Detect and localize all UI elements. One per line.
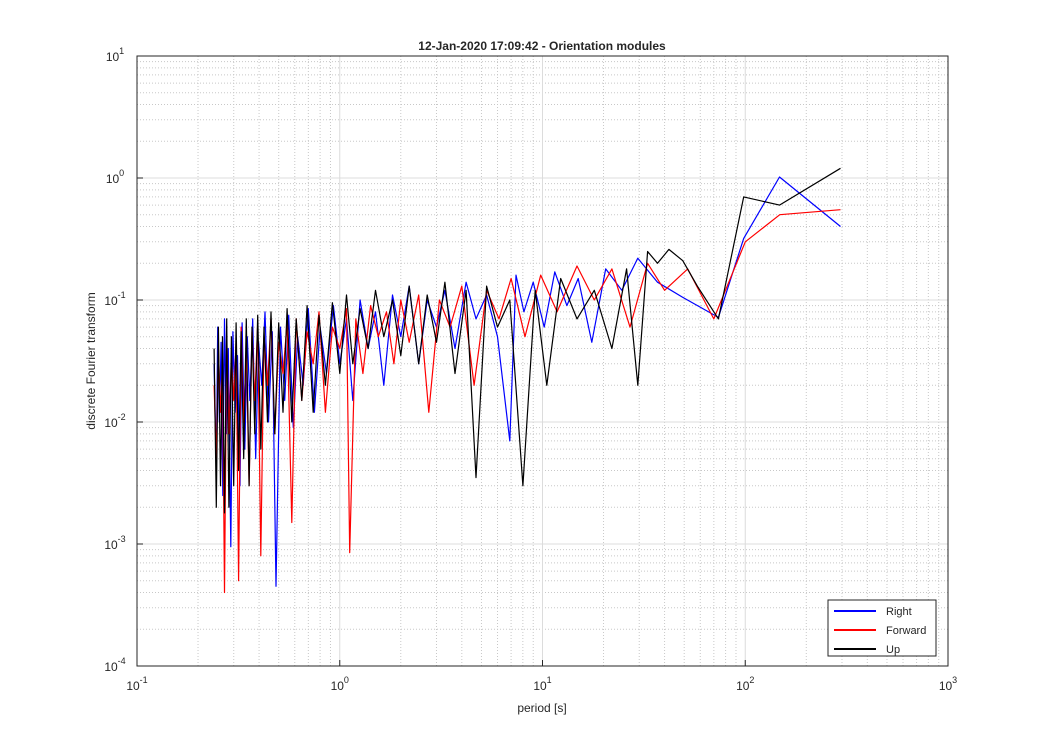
series-line-up bbox=[213, 167, 841, 514]
y-tick-label: 100 bbox=[106, 168, 124, 186]
legend-label-up: Up bbox=[886, 644, 900, 656]
x-tick-label: 10-1 bbox=[126, 675, 147, 693]
x-tick-label: 103 bbox=[939, 675, 957, 693]
series-line-forward bbox=[213, 209, 841, 594]
y-tick-label: 10-2 bbox=[104, 412, 125, 430]
y-tick-label: 10-1 bbox=[104, 290, 125, 308]
y-tick-label: 10-3 bbox=[104, 534, 125, 552]
series-group bbox=[213, 167, 841, 594]
tick-labels: 10-1 100 101 102 103 10-4 10-3 10-2 10-1 100 101 bbox=[104, 46, 957, 693]
x-tick-label: 102 bbox=[736, 675, 754, 693]
series-line-right bbox=[213, 176, 841, 587]
y-tick-label: 101 bbox=[106, 46, 124, 64]
legend-label-right: Right bbox=[886, 606, 912, 618]
y-axis-label: discrete Fourier transform bbox=[84, 292, 98, 429]
legend-label-forward: Forward bbox=[886, 625, 926, 637]
x-axis-label: period [s] bbox=[517, 701, 566, 715]
chart-title: 12-Jan-2020 17:09:42 - Orientation modul… bbox=[418, 39, 666, 53]
legend: Right Forward Up bbox=[827, 599, 937, 657]
x-tick-label: 101 bbox=[533, 675, 551, 693]
y-tick-label: 10-4 bbox=[104, 656, 125, 674]
legend-box bbox=[827, 599, 937, 657]
x-tick-label: 100 bbox=[331, 675, 349, 693]
